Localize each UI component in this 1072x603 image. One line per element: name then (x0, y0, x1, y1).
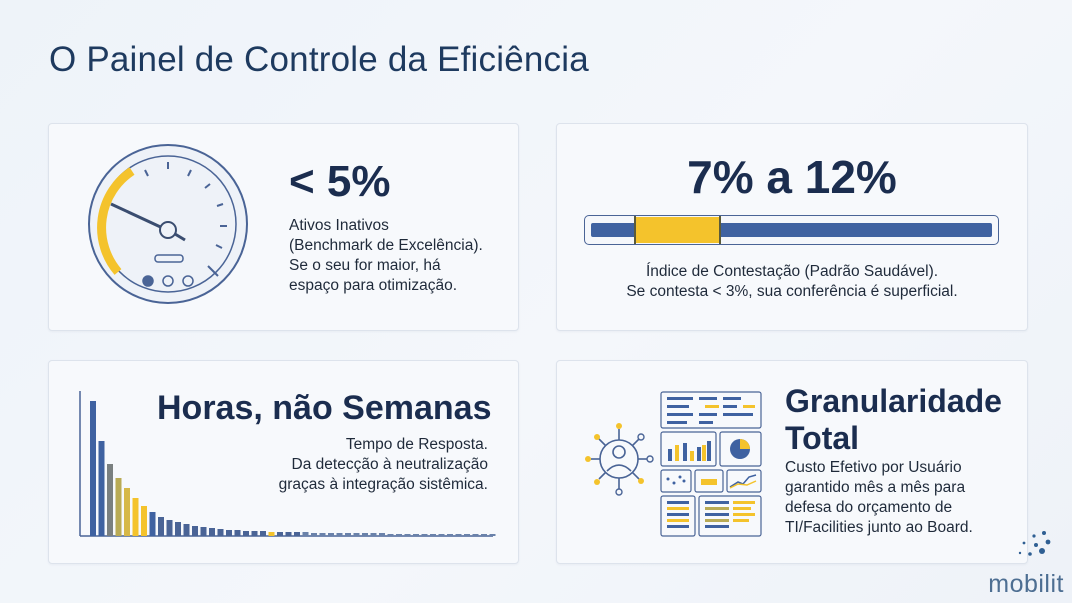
speedometer-gauge-icon (88, 144, 248, 304)
description-line: Se o seu for maior, há (289, 257, 441, 274)
decay-bar (234, 530, 241, 536)
inactive-assets-description: Ativos Inativos (Benchmark de Excelência… (289, 216, 483, 296)
decay-bar (481, 534, 487, 536)
granularity-description: Custo Efetivo por Usuário garantido mês … (785, 458, 973, 538)
decay-bar (370, 533, 377, 536)
decay-bar (268, 532, 275, 536)
user-dashboard-icon (585, 391, 762, 537)
decay-bar (243, 531, 249, 536)
dispute-rate-card: 7% a 12% Índice de Contestação (Padrão S… (556, 123, 1028, 331)
description-line: Custo Efetivo por Usuário (785, 459, 962, 476)
range-high-tick (719, 216, 721, 244)
decay-bar (345, 533, 351, 536)
decay-bar (175, 522, 181, 536)
decay-bar (362, 533, 368, 536)
description-line: graças à integração sistêmica. (278, 476, 488, 493)
decay-bar (455, 534, 462, 536)
decay-bar (251, 531, 258, 536)
description-line: (Benchmark de Excelência). (289, 237, 483, 254)
value-line: Granularidade (785, 383, 1002, 419)
granularity-card: Granularidade Total Custo Efetivo por Us… (556, 360, 1028, 564)
decay-bar (472, 534, 479, 536)
decay-bar-chart-icon (79, 391, 496, 537)
decay-bar (464, 534, 470, 536)
logo-dots-icon (1018, 531, 1051, 556)
description-line: Tempo de Resposta. (345, 436, 488, 453)
decay-bar (447, 534, 453, 536)
decay-bar (438, 534, 445, 536)
value-line: Total (785, 420, 860, 456)
decay-bar (209, 528, 215, 536)
description-line: Ativos Inativos (289, 217, 389, 234)
decay-bar (124, 488, 130, 536)
decay-bar (141, 506, 147, 536)
decay-bar (149, 512, 156, 536)
description-line: Da detecção à neutralização (291, 456, 488, 473)
decay-bar (294, 532, 300, 536)
inactive-assets-value: < 5% (289, 157, 391, 206)
decay-bar (328, 533, 334, 536)
description-line: garantido mês a mês para (785, 479, 966, 496)
decay-bar (396, 534, 402, 536)
response-time-description: Tempo de Resposta. Da detecção à neutral… (279, 435, 488, 495)
decay-bar (107, 464, 113, 536)
description-line: espaço para otimização. (289, 277, 458, 294)
decay-bar (302, 532, 309, 536)
decay-bar (98, 441, 105, 536)
response-time-value: Horas, não Semanas (157, 389, 492, 427)
decay-bar (319, 533, 326, 536)
description-line: Se contesta < 3%, sua conferência é supe… (626, 283, 958, 300)
decay-bar (183, 524, 190, 536)
decay-bar (277, 532, 283, 536)
description-line: Índice de Contestação (Padrão Saudável). (645, 263, 939, 280)
decay-bar (158, 517, 164, 536)
decay-bar (336, 533, 343, 536)
decay-bar (404, 534, 411, 536)
dispute-rate-value: 7% a 12% (687, 151, 897, 203)
range-low-tick (634, 216, 636, 244)
decay-bar (226, 530, 232, 536)
description-line: TI/Facilities junto ao Board. (785, 519, 973, 536)
dispute-rate-description: Índice de Contestação (Padrão Saudável).… (557, 262, 1027, 302)
description-line: defesa do orçamento de (785, 499, 953, 516)
decay-bar (413, 534, 419, 536)
decay-bar (115, 478, 122, 536)
healthy-range-band (636, 217, 720, 243)
logo: mobilit (988, 570, 1064, 598)
granularity-value: Granularidade Total (785, 383, 1002, 457)
page-title: O Painel de Controle da Eficiência (49, 40, 589, 79)
response-time-card: Horas, não Semanas Tempo de Resposta. Da… (48, 360, 519, 564)
decay-bar (430, 534, 436, 536)
inactive-assets-card: < 5% Ativos Inativos (Benchmark de Excel… (48, 123, 519, 331)
decay-bar (353, 533, 360, 536)
decay-bar (387, 534, 394, 536)
dispute-rate-range-bar (584, 215, 999, 245)
decay-bar (260, 531, 266, 536)
decay-bar (379, 533, 385, 536)
decay-bar (285, 532, 292, 536)
decay-bar (200, 527, 207, 536)
decay-bar (311, 533, 317, 536)
decay-bar (421, 534, 428, 536)
decay-bar (489, 534, 496, 536)
decay-bar (132, 498, 139, 536)
decay-bar (217, 529, 224, 536)
decay-bar (192, 526, 198, 536)
decay-bar (90, 401, 96, 536)
decay-bar (166, 520, 173, 536)
